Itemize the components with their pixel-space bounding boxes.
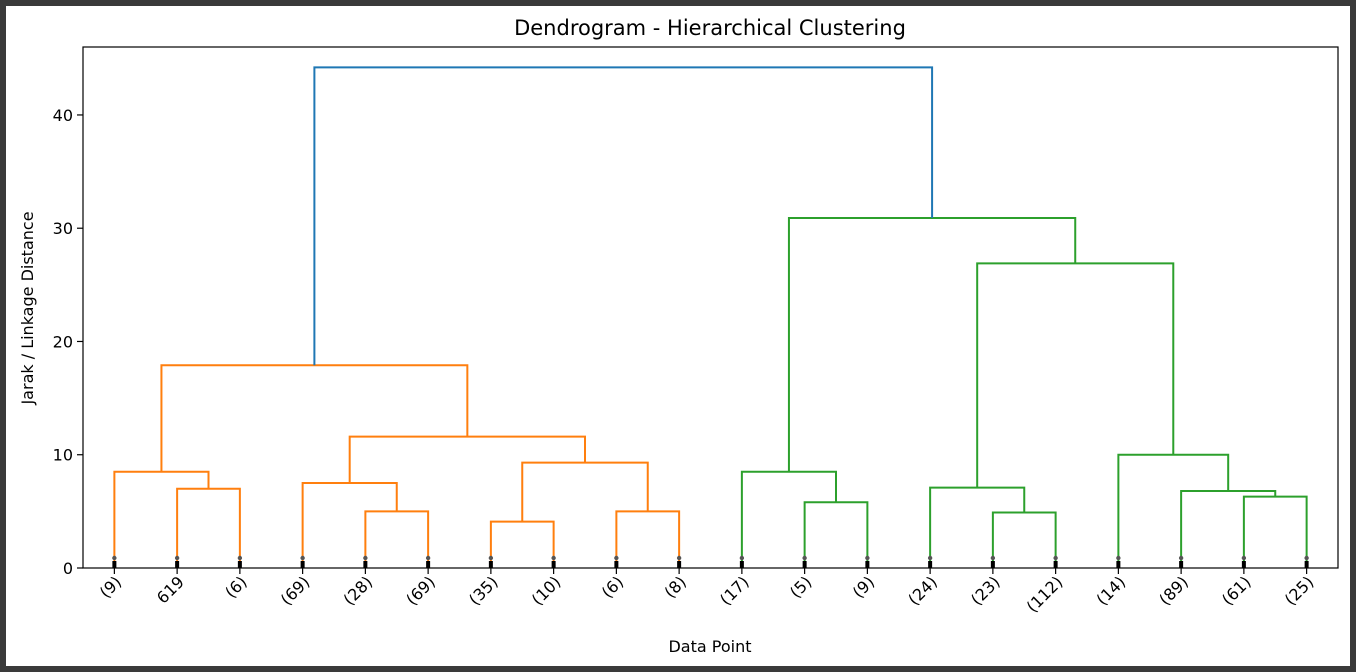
plot-area-background (83, 47, 1338, 568)
leaf-marker-11 (802, 561, 807, 568)
x-tick-label: (35) (465, 572, 502, 609)
dendrogram-links (113, 66, 1308, 568)
x-tick-label: (6) (598, 572, 627, 601)
x-tick-label: (69) (402, 572, 439, 609)
leaf-markers (112, 555, 1309, 568)
x-tick-label: (28) (340, 572, 377, 609)
leaf-dot-15 (1053, 555, 1058, 561)
leaf-marker-1 (175, 561, 180, 568)
leaf-dot-19 (1304, 555, 1309, 561)
leaf-marker-0 (112, 561, 117, 568)
leaf-dot-4 (363, 555, 368, 561)
plot-area-border (82, 46, 1339, 569)
x-tick-label: (8) (660, 572, 689, 601)
leaf-marker-14 (990, 561, 995, 568)
x-tick-label: (69) (277, 572, 314, 609)
leaf-marker-12 (865, 561, 870, 568)
leaf-dot-12 (865, 555, 870, 561)
leaf-marker-13 (928, 561, 933, 568)
x-tick-label: 619 (153, 572, 188, 607)
leaf-dot-5 (425, 555, 431, 561)
leaf-marker-10 (739, 561, 744, 568)
y-tick-label: 20 (53, 332, 73, 351)
y-tick-label: 40 (53, 106, 73, 125)
leaf-marker-18 (1241, 561, 1246, 568)
dendrogram-chart: Dendrogram - Hierarchical Clustering Dat… (18, 16, 1339, 656)
leaf-dot-13 (927, 555, 933, 561)
link-18 (313, 66, 934, 366)
chart-title: Dendrogram - Hierarchical Clustering (514, 16, 906, 40)
x-tick-label: (25) (1281, 572, 1318, 609)
leaf-dot-1 (174, 555, 180, 561)
leaf-dot-16 (1116, 555, 1121, 561)
leaf-marker-8 (614, 561, 619, 568)
leaf-marker-15 (1053, 561, 1058, 568)
x-axis-label: Data Point (668, 637, 751, 656)
leaf-marker-5 (426, 561, 431, 568)
leaf-marker-16 (1116, 561, 1121, 568)
leaf-marker-4 (363, 561, 368, 568)
leaf-dot-11 (802, 555, 807, 561)
x-tick-label: (10) (528, 572, 565, 609)
leaf-dot-7 (551, 555, 556, 561)
leaf-dot-18 (1241, 555, 1247, 561)
leaf-marker-7 (551, 561, 556, 568)
x-tick-label: (24) (904, 572, 941, 609)
y-tick-label: 10 (53, 446, 73, 465)
x-tick-label: (112) (1023, 572, 1067, 616)
y-tick-label: 30 (53, 219, 73, 238)
leaf-marker-17 (1179, 561, 1184, 568)
x-tick-label: (14) (1093, 572, 1130, 609)
leaf-dot-17 (1178, 555, 1184, 561)
leaf-dot-2 (237, 555, 243, 561)
leaf-dot-9 (676, 555, 682, 561)
leaf-dot-8 (614, 555, 619, 561)
y-tick-label: 0 (63, 559, 73, 578)
x-tick-label: (6) (221, 572, 250, 601)
leaf-dot-10 (739, 555, 745, 561)
x-tick-label: (9) (96, 572, 125, 601)
leaf-marker-9 (677, 561, 682, 568)
x-tick-label: (61) (1218, 572, 1255, 609)
leaf-marker-2 (237, 561, 242, 568)
leaf-dot-0 (112, 555, 117, 561)
leaf-marker-19 (1304, 561, 1309, 568)
x-tick-label: (17) (716, 572, 753, 609)
x-tick-label: (5) (786, 572, 815, 601)
x-axis-ticks: (9) 619 (6) (69) (28) (69) (35) (10) (6) (8) (17) (… (96, 568, 1318, 616)
y-axis-label: Jarak / Linkage Distance (18, 211, 37, 405)
y-axis-ticks: 0 10 20 30 40 (53, 106, 83, 578)
x-tick-label: (9) (849, 572, 878, 601)
leaf-marker-6 (488, 561, 493, 568)
leaf-dot-6 (488, 555, 494, 561)
x-tick-label: (89) (1155, 572, 1192, 609)
x-tick-label: (23) (967, 572, 1004, 609)
leaf-dot-14 (990, 555, 996, 561)
leaf-marker-3 (300, 561, 305, 568)
leaf-dot-3 (300, 555, 305, 561)
